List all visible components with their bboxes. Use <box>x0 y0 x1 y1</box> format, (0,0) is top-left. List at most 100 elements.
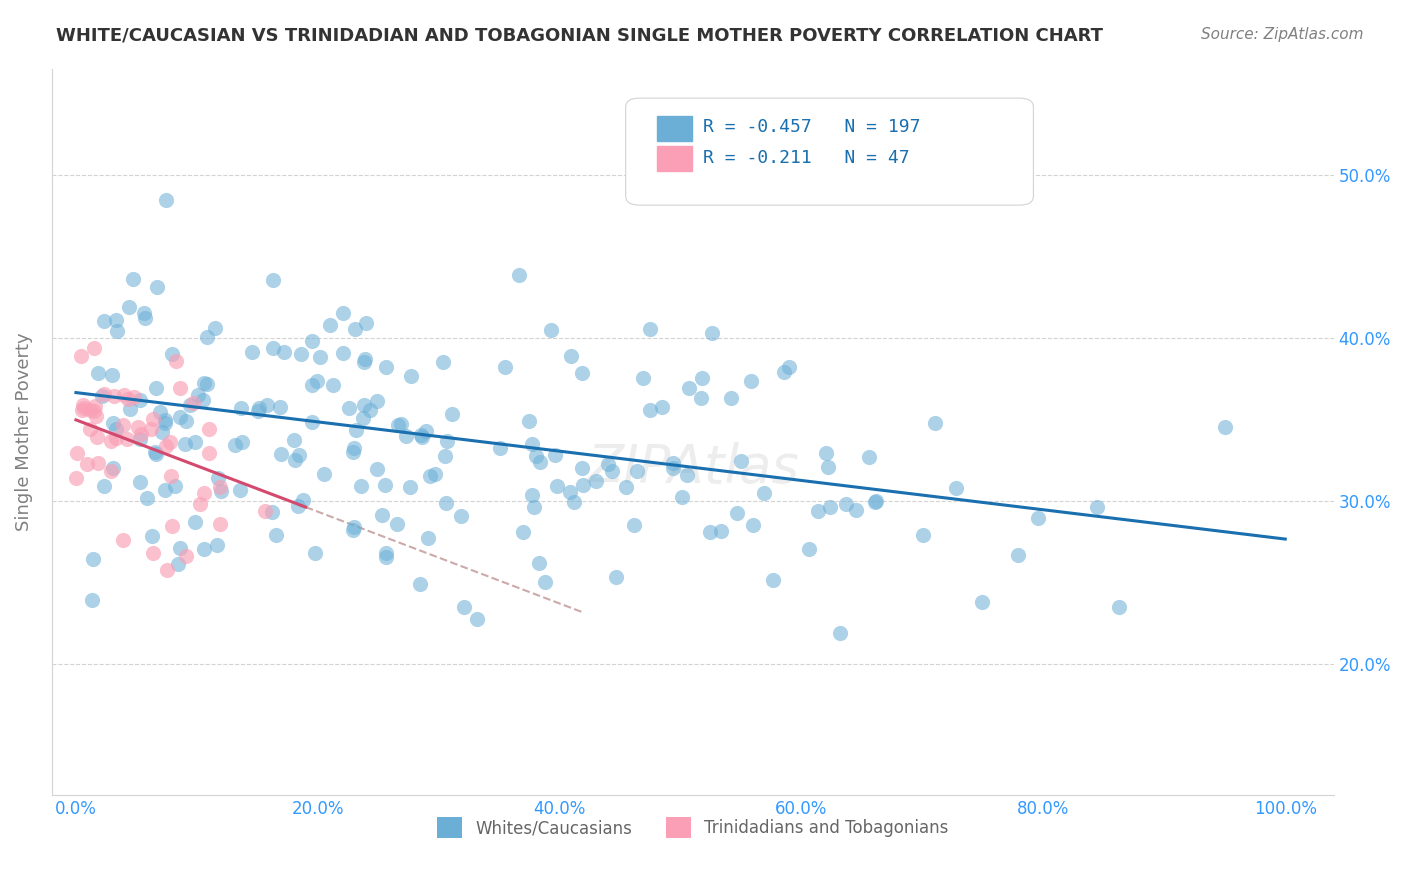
Point <box>415 425 437 439</box>
Point <box>183 396 205 410</box>
Point <box>522 500 544 514</box>
Point <box>700 326 723 340</box>
Point <box>354 317 377 331</box>
Point <box>350 479 373 493</box>
Point <box>104 431 127 445</box>
Point <box>184 516 207 530</box>
Point <box>314 467 336 481</box>
Point <box>353 399 375 413</box>
Point <box>264 527 287 541</box>
Point <box>193 542 215 557</box>
Point <box>742 518 765 533</box>
Point <box>353 355 375 369</box>
Point <box>596 457 619 471</box>
Point <box>167 558 190 572</box>
Point <box>818 500 841 514</box>
Point <box>375 550 398 565</box>
Point <box>692 371 714 385</box>
Point <box>104 422 127 436</box>
Point <box>332 306 354 320</box>
Point <box>863 494 886 508</box>
Point <box>179 398 201 412</box>
Text: Source: ZipAtlas.com: Source: ZipAtlas.com <box>1201 27 1364 42</box>
Point <box>374 360 396 375</box>
Point <box>174 549 197 563</box>
Point <box>79 422 101 436</box>
Point <box>540 323 562 337</box>
Point <box>623 517 645 532</box>
Point <box>359 403 381 417</box>
Point <box>1028 510 1050 524</box>
Point <box>425 467 447 481</box>
Point <box>69 350 91 364</box>
Point <box>319 318 342 332</box>
Point <box>93 314 115 328</box>
Point <box>118 300 141 314</box>
Point <box>512 525 534 540</box>
Point <box>93 479 115 493</box>
Point <box>146 279 169 293</box>
Point <box>270 447 292 461</box>
Point <box>626 464 648 478</box>
Point <box>169 541 191 555</box>
Point <box>389 417 412 431</box>
Point <box>159 434 181 449</box>
Point <box>162 519 184 533</box>
Point <box>1213 420 1236 434</box>
Point <box>70 403 93 417</box>
Point <box>524 449 547 463</box>
Point <box>489 441 512 455</box>
Point <box>416 531 439 545</box>
Point <box>815 445 838 459</box>
Point <box>517 413 540 427</box>
Point <box>662 456 685 470</box>
Legend: Whites/Caucasians, Trinidadians and Tobagonians: Whites/Caucasians, Trinidadians and Toba… <box>430 811 955 845</box>
Point <box>337 401 360 416</box>
Point <box>169 382 191 396</box>
Point <box>184 434 207 449</box>
Point <box>395 429 418 443</box>
Point <box>283 433 305 447</box>
Text: R = -0.211   N = 47: R = -0.211 N = 47 <box>703 149 910 167</box>
Point <box>169 410 191 425</box>
Point <box>112 533 135 548</box>
Point <box>82 592 104 607</box>
Point <box>322 378 344 392</box>
Point <box>105 324 128 338</box>
Point <box>101 416 124 430</box>
Point <box>91 389 114 403</box>
Point <box>87 456 110 470</box>
Point <box>129 475 152 489</box>
Point <box>292 493 315 508</box>
Point <box>508 268 530 282</box>
Point <box>269 401 291 415</box>
Y-axis label: Single Mother Poverty: Single Mother Poverty <box>15 333 32 531</box>
Point <box>1108 600 1130 615</box>
Point <box>436 434 458 449</box>
Point <box>129 393 152 408</box>
Point <box>720 391 742 405</box>
Point <box>651 401 673 415</box>
Point <box>924 417 946 431</box>
Point <box>240 345 263 359</box>
Point <box>911 527 934 541</box>
Point <box>450 508 472 523</box>
Point <box>399 369 422 384</box>
Point <box>231 401 253 416</box>
Point <box>262 273 284 287</box>
Point <box>209 480 232 494</box>
Point <box>198 422 221 436</box>
Point <box>101 368 124 383</box>
Point <box>366 462 388 476</box>
Point <box>544 448 567 462</box>
Point <box>638 403 661 417</box>
Point <box>73 401 96 416</box>
Point <box>155 194 177 208</box>
Point <box>762 574 785 588</box>
Point <box>122 272 145 286</box>
Point <box>231 434 253 449</box>
Point <box>710 524 733 539</box>
Point <box>229 483 252 497</box>
Point <box>754 485 776 500</box>
Point <box>572 478 595 492</box>
